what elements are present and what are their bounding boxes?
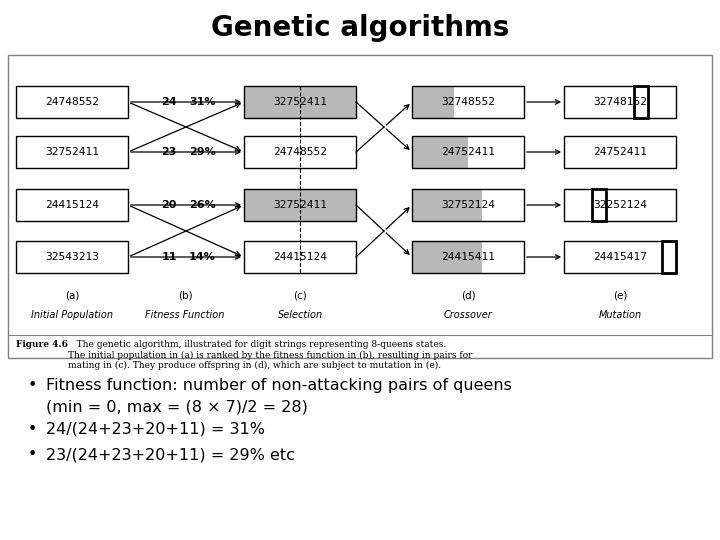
Text: (min = 0, max = (8 × 7)/2 = 28): (min = 0, max = (8 × 7)/2 = 28) (46, 399, 308, 414)
Bar (662, 241, 676, 273)
Text: 24415124: 24415124 (273, 252, 327, 262)
Text: 24752411: 24752411 (593, 147, 647, 157)
Text: 32752124: 32752124 (441, 200, 495, 210)
Bar (412, 136, 524, 168)
Text: 31%: 31% (189, 97, 215, 107)
Bar (16, 189, 128, 221)
Bar (412, 189, 524, 221)
Text: Figure 4.6: Figure 4.6 (16, 340, 68, 349)
Text: 29%: 29% (189, 147, 216, 157)
Text: (e): (e) (613, 290, 627, 300)
Text: Crossover: Crossover (444, 310, 492, 320)
Bar (592, 189, 606, 221)
Text: 14%: 14% (189, 252, 216, 262)
Bar (454, 86, 524, 118)
Text: Fitness Function: Fitness Function (145, 310, 225, 320)
Bar (468, 136, 524, 168)
Bar (244, 241, 356, 273)
Text: The genetic algorithm, illustrated for digit strings representing 8-queens state: The genetic algorithm, illustrated for d… (68, 340, 472, 370)
Text: 24: 24 (161, 97, 177, 107)
Bar (564, 86, 676, 118)
Text: 32748152: 32748152 (593, 97, 647, 107)
Text: (a): (a) (65, 290, 79, 300)
Bar (412, 241, 524, 273)
Text: Genetic algorithms: Genetic algorithms (211, 14, 509, 42)
Text: 32752411: 32752411 (45, 147, 99, 157)
Text: Mutation: Mutation (598, 310, 642, 320)
Text: 24748552: 24748552 (273, 147, 327, 157)
Bar (412, 136, 468, 168)
Text: 24748552: 24748552 (45, 97, 99, 107)
Text: 32752411: 32752411 (273, 97, 327, 107)
Text: Initial Population: Initial Population (31, 310, 113, 320)
Text: (d): (d) (461, 290, 475, 300)
Text: (c): (c) (293, 290, 307, 300)
Bar (16, 136, 128, 168)
Text: 24415124: 24415124 (45, 200, 99, 210)
Text: •: • (28, 447, 37, 462)
Bar (412, 86, 454, 118)
Text: 23/(24+23+20+11) = 29% etc: 23/(24+23+20+11) = 29% etc (46, 447, 295, 462)
Bar (16, 241, 128, 273)
Bar (16, 86, 128, 118)
Text: (b): (b) (178, 290, 192, 300)
Text: 11: 11 (161, 252, 177, 262)
Bar (482, 241, 524, 273)
Bar (564, 136, 676, 168)
Text: 26%: 26% (189, 200, 216, 210)
Bar (412, 189, 482, 221)
Bar (634, 86, 648, 118)
Text: 32748552: 32748552 (441, 97, 495, 107)
Bar (244, 189, 356, 221)
Text: 32752411: 32752411 (273, 200, 327, 210)
Text: 24/(24+23+20+11) = 31%: 24/(24+23+20+11) = 31% (46, 422, 265, 437)
Bar (564, 241, 676, 273)
Text: •: • (28, 422, 37, 437)
Text: 24415411: 24415411 (441, 252, 495, 262)
Bar (412, 241, 482, 273)
Bar (412, 86, 524, 118)
Text: 24415417: 24415417 (593, 252, 647, 262)
Bar (564, 189, 676, 221)
Bar (8, 55, 712, 358)
Bar (244, 86, 356, 118)
Text: 24752411: 24752411 (441, 147, 495, 157)
Text: Fitness function: number of non-attacking pairs of queens: Fitness function: number of non-attackin… (46, 378, 512, 393)
Bar (482, 189, 524, 221)
Text: 20: 20 (161, 200, 177, 210)
Text: 32252124: 32252124 (593, 200, 647, 210)
Text: 23: 23 (161, 147, 177, 157)
Text: Selection: Selection (277, 310, 323, 320)
Text: •: • (28, 378, 37, 393)
Bar (244, 136, 356, 168)
Text: 32543213: 32543213 (45, 252, 99, 262)
